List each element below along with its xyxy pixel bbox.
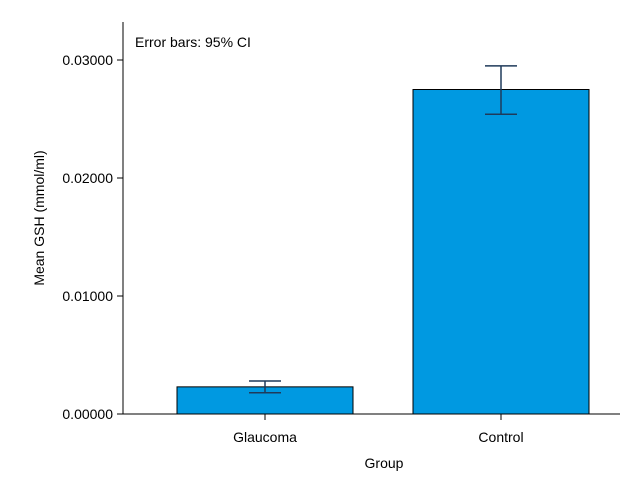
- x-tick-label-control: Control: [478, 429, 523, 445]
- y-axis-title: Mean GSH (mmol/ml): [31, 150, 47, 285]
- bar-control: [412, 89, 590, 415]
- error-bar-note: Error bars: 95% CI: [135, 34, 251, 50]
- y-tick-label-2: 0.02000: [62, 170, 113, 186]
- y-tick-label-1: 0.01000: [62, 288, 113, 304]
- bars: [176, 89, 590, 415]
- error-bars: [249, 65, 517, 394]
- x-axis-title: Group: [365, 455, 404, 471]
- plot-area: Error bars: 95% CI 0.00000 0.01000 0.02000…: [31, 22, 620, 471]
- y-tick-label-3: 0.03000: [62, 52, 113, 68]
- x-axis: Glaucoma Control: [233, 414, 524, 445]
- x-tick-label-glaucoma: Glaucoma: [233, 429, 297, 445]
- y-axis: 0.00000 0.01000 0.02000 0.03000: [62, 52, 123, 422]
- y-tick-label-0: 0.00000: [62, 406, 113, 422]
